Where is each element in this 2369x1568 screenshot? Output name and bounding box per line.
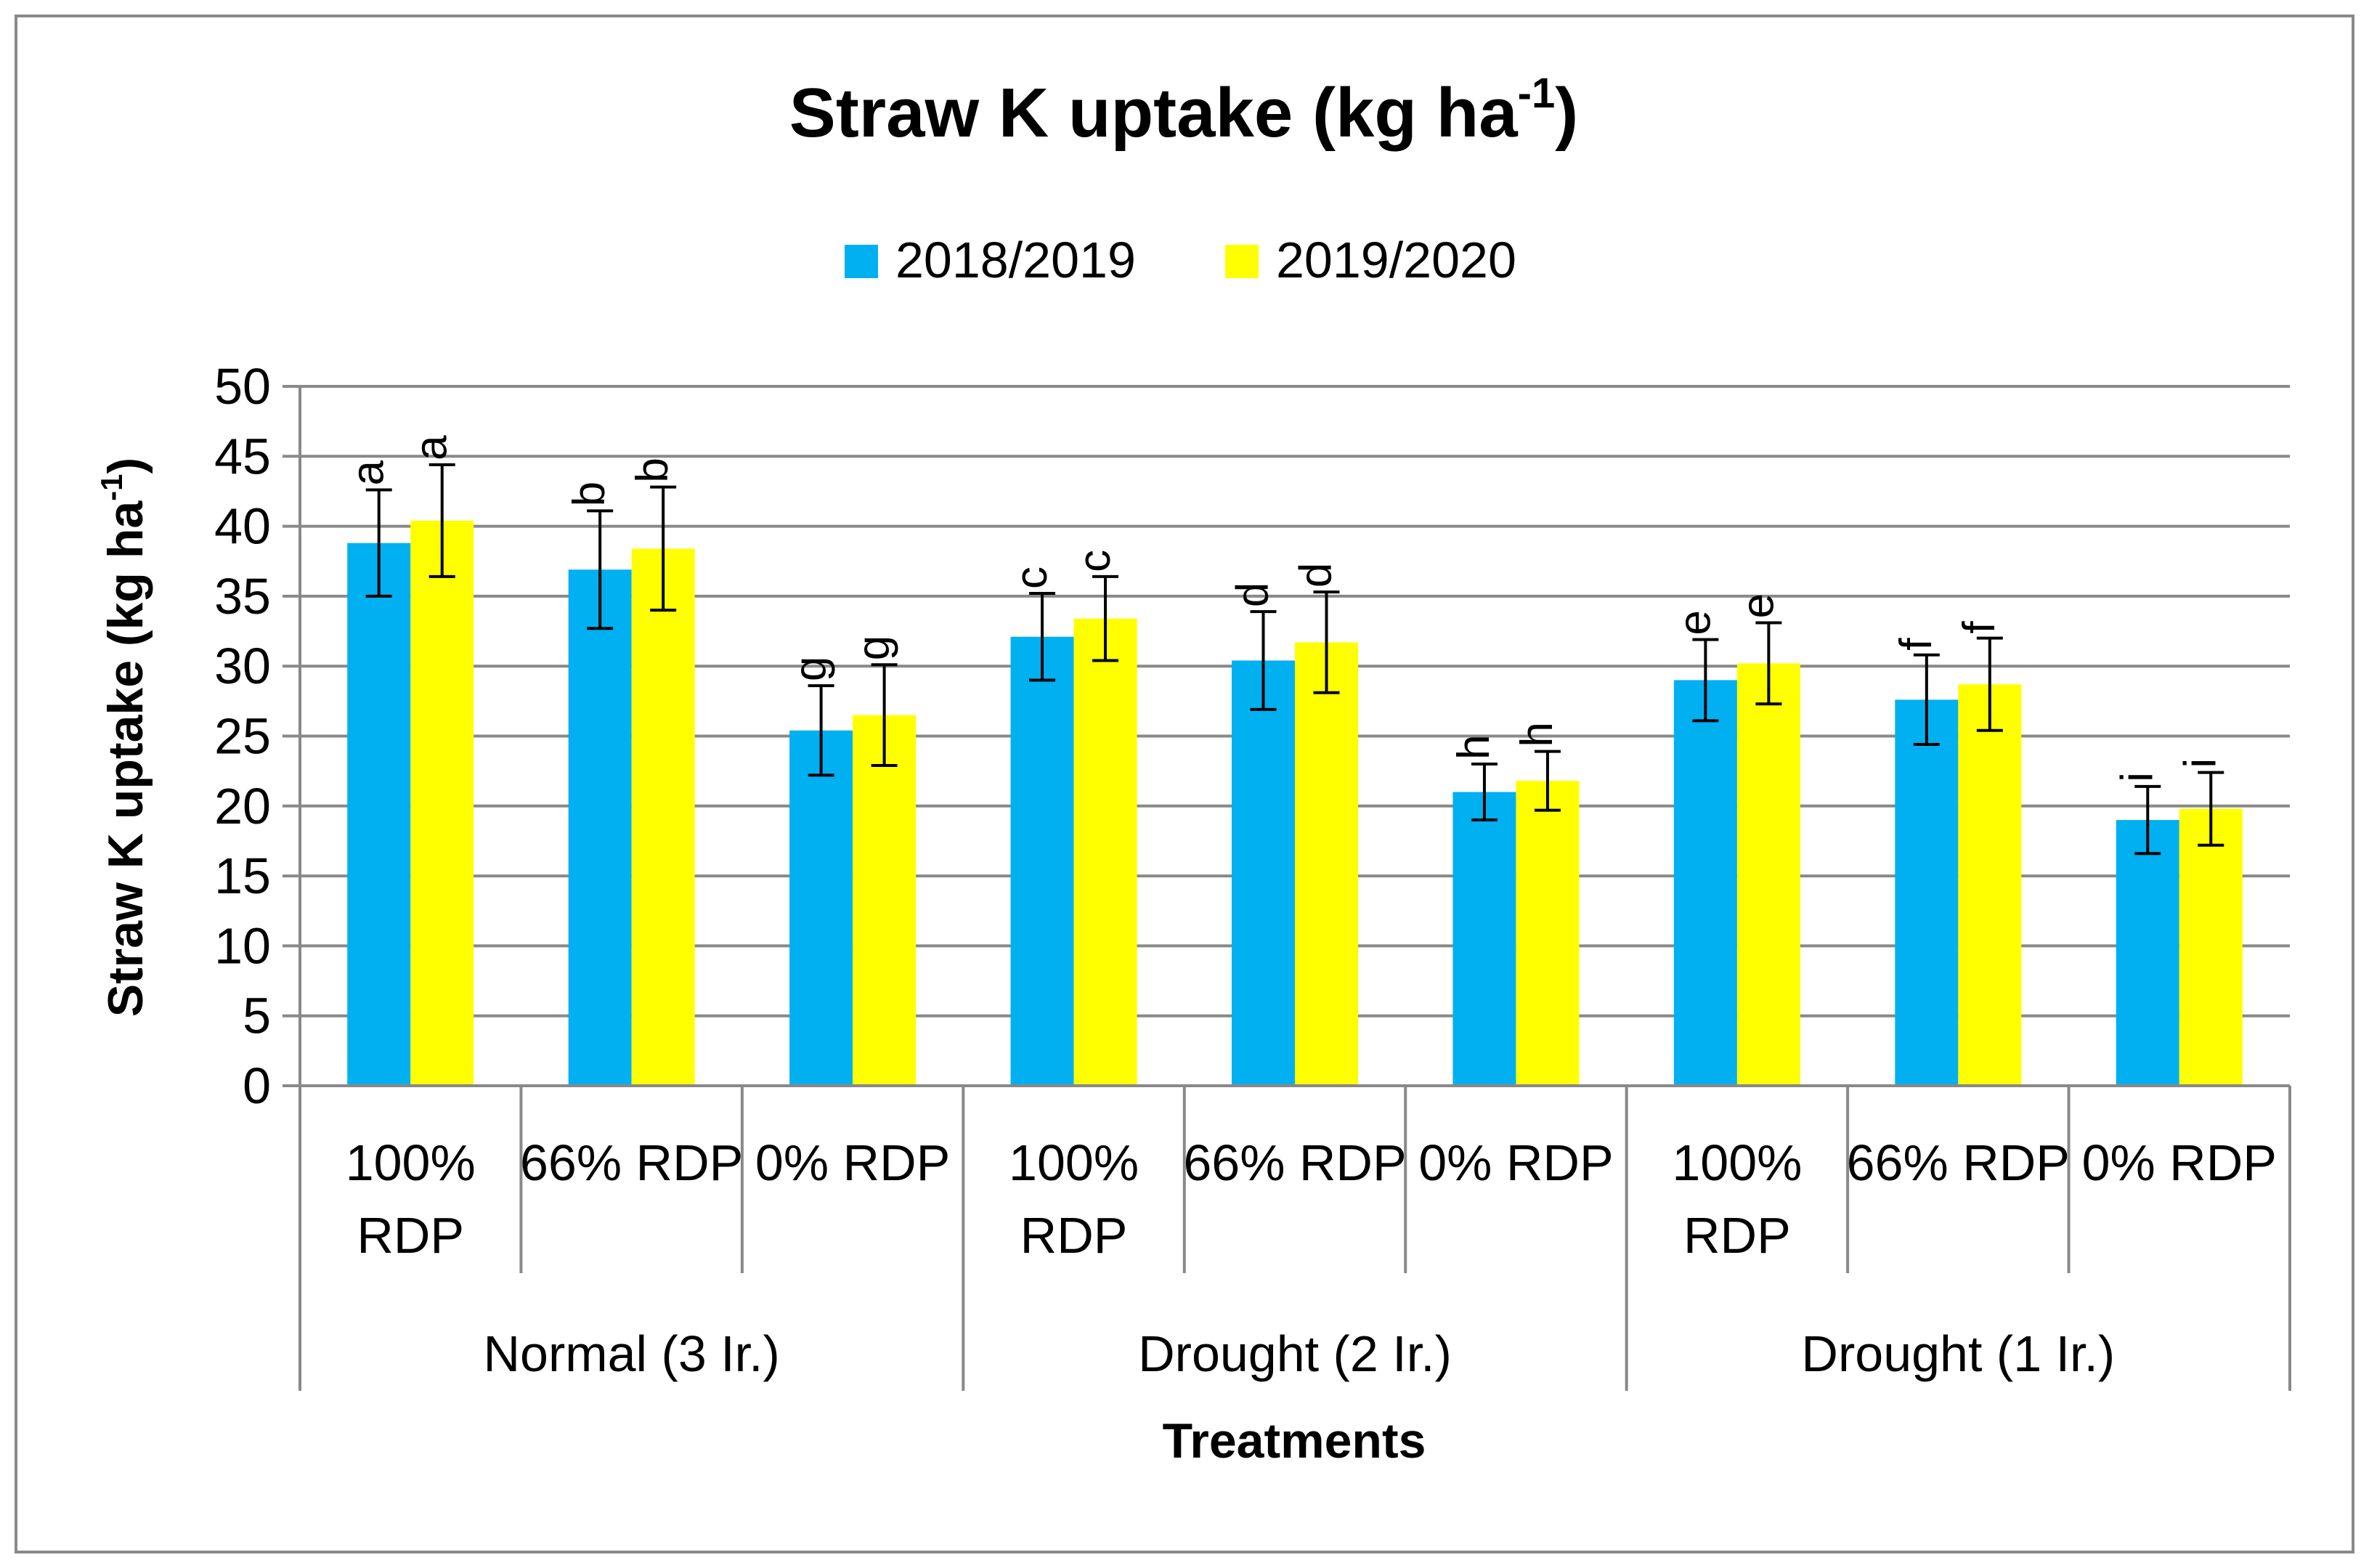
category-label: 0% RDP [1418, 1134, 1613, 1191]
y-axis-title: Straw K uptake (kg ha-1) [94, 458, 153, 1017]
significance-label: b [564, 482, 614, 506]
significance-labels: a b g c d h e f i a b g c d h e f i [344, 435, 2226, 782]
category-label: RDP [1683, 1207, 1791, 1264]
bars [347, 520, 2243, 1086]
category-label: RDP [357, 1207, 464, 1264]
y-tick-label: 20 [214, 778, 271, 834]
category-label: 100% [346, 1134, 476, 1191]
significance-label: h [1512, 722, 1562, 747]
bar [1895, 699, 1959, 1086]
bar [789, 730, 853, 1086]
significance-label: b [627, 458, 678, 482]
significance-label: i [2175, 758, 2225, 768]
significance-label: a [407, 435, 457, 460]
y-tick-label: 10 [214, 917, 271, 974]
y-tick-label: 50 [214, 358, 271, 415]
significance-label: f [1891, 638, 1941, 651]
legend-swatch-2019-2020 [1225, 245, 1259, 278]
legend-label-2019-2020: 2019/2020 [1276, 232, 1516, 288]
group-label: Drought (2 Ir.) [1138, 1325, 1452, 1382]
bar [2179, 808, 2243, 1086]
category-label: 0% RDP [2082, 1134, 2277, 1191]
significance-label: g [786, 657, 836, 681]
legend-swatch-2018-2019 [845, 245, 878, 278]
significance-label: i [2112, 772, 2162, 782]
y-tick-label: 30 [214, 638, 271, 694]
bar [1958, 684, 2022, 1086]
bar [1736, 663, 1800, 1086]
significance-label: e [1733, 593, 1783, 618]
legend: 2018/2019 2019/2020 [845, 232, 1516, 288]
y-tick-label: 25 [214, 708, 271, 765]
bar [568, 569, 632, 1086]
category-label: 66% RDP [1847, 1134, 2070, 1191]
significance-label: c [1070, 550, 1120, 572]
category-label: 100% [1672, 1134, 1802, 1191]
chart-title: Straw K uptake (kg ha-1) [789, 70, 1578, 152]
category-label: 100% [1009, 1134, 1139, 1191]
significance-label: e [1670, 610, 1720, 635]
bar [631, 548, 695, 1086]
bar [1232, 660, 1295, 1086]
category-label: RDP [1020, 1207, 1128, 1264]
significance-label: d [1291, 563, 1341, 588]
legend-label-2018-2019: 2018/2019 [895, 232, 1136, 288]
error-bars [365, 463, 2224, 856]
y-tick-label: 15 [214, 848, 271, 904]
y-tick-label: 40 [214, 498, 271, 555]
significance-label: c [1007, 566, 1057, 589]
group-label: Drought (1 Ir.) [1801, 1325, 2115, 1382]
bar [853, 715, 917, 1086]
bar [1452, 792, 1516, 1086]
significance-label: a [344, 460, 394, 486]
category-label: 0% RDP [755, 1134, 950, 1191]
x-axis-title: Treatments [1163, 1413, 1426, 1469]
significance-label: g [849, 635, 899, 660]
bar [1073, 618, 1137, 1086]
bar [1516, 781, 1580, 1086]
significance-label: d [1228, 582, 1278, 607]
significance-label: f [1954, 621, 2004, 634]
bar [1295, 642, 1358, 1086]
y-tick-label: 0 [243, 1057, 271, 1114]
y-tick-label: 45 [214, 428, 271, 484]
bar [1673, 680, 1737, 1086]
y-tick-label: 35 [214, 568, 271, 625]
bar [2116, 820, 2179, 1086]
bar [410, 520, 474, 1086]
category-label: 66% RDP [1183, 1134, 1406, 1191]
category-label: 66% RDP [520, 1134, 743, 1191]
bar [1010, 636, 1074, 1086]
y-tick-label: 5 [243, 988, 271, 1044]
bar [347, 543, 411, 1086]
group-label: Normal (3 Ir.) [483, 1325, 779, 1382]
significance-label: h [1449, 735, 1499, 760]
